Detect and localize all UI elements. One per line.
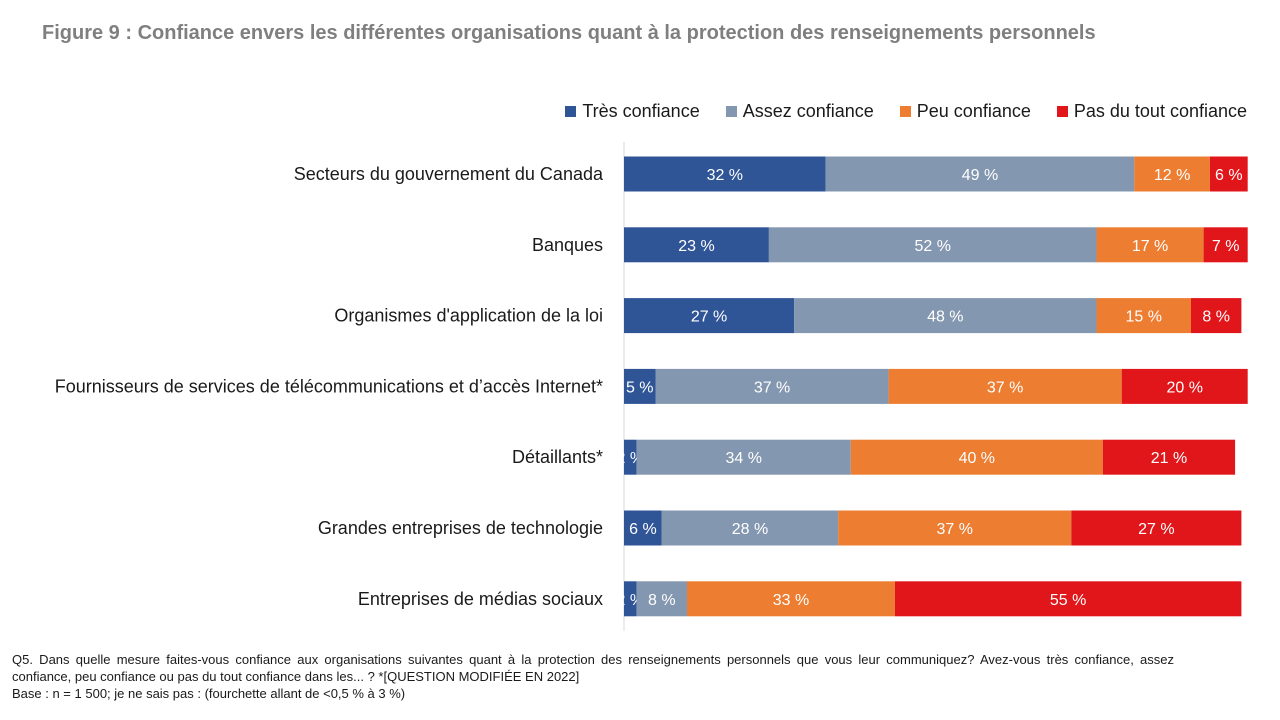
category-label: Fournisseurs de services de télécommunic… [55,376,603,396]
data-label: 21 % [1151,450,1187,467]
legend-label: Peu confiance [916,101,1031,121]
data-label: 6 % [629,521,657,538]
data-label: 32 % [707,167,743,184]
bar-segment [1102,439,1236,475]
category-label: Secteurs du gouvernement du Canada [294,164,604,184]
bar-segment [624,298,795,334]
bar-segment [1191,298,1242,334]
bar-segment [624,227,769,263]
bar-segment [624,439,637,475]
bar-segment [894,581,1242,617]
data-label: 6 % [1215,167,1243,184]
data-label: 37 % [754,379,790,396]
data-label: 15 % [1126,309,1162,326]
data-label: 5 % [626,379,654,396]
bar-segment [655,368,889,404]
legend-item-1: Assez confiance [725,101,874,122]
data-label: 20 % [1166,379,1202,396]
data-label: 28 % [732,521,768,538]
bar-segment [838,510,1072,546]
legend-item-2: Peu confiance [899,101,1031,122]
bar-segment [624,156,826,192]
bar-segment [687,581,895,617]
legend-swatch [565,106,577,117]
bar-segment [1121,368,1248,404]
data-label: 27 % [1138,521,1174,538]
data-label: 37 % [987,379,1023,396]
bar-segment [850,439,1103,475]
data-label: 34 % [725,450,761,467]
chart-title: Figure 9 : Confiance envers les différen… [42,22,1096,44]
data-label: 7 % [1212,238,1240,255]
legend-item-0: Très confiance [565,101,700,122]
category-label: Organismes d'application de la loi [334,306,603,326]
bar-segment [636,581,687,617]
data-label: 48 % [927,309,963,326]
bar-segment [768,227,1097,263]
category-label: Grandes entreprises de technologie [318,518,603,538]
data-label: 40 % [959,450,995,467]
data-label: 17 % [1132,238,1168,255]
bar-segment [624,510,662,546]
legend-swatch [899,106,911,117]
data-label: 33 % [773,592,809,609]
bar-segment [825,156,1135,192]
data-label: 49 % [962,167,998,184]
bar-segment [1096,298,1191,334]
data-label: 12 % [1154,167,1190,184]
bar-segment [1071,510,1242,546]
bar-segment [1134,156,1210,192]
footnote-base: Base : n = 1 500; je ne sais pas : (four… [12,686,406,701]
footnote-question: Q5. Dans quelle mesure faites-vous confi… [12,652,1174,684]
footnote: Q5. Dans quelle mesure faites-vous confi… [12,651,1174,702]
bar-segment [1209,156,1248,192]
legend-item-3: Pas du tout confiance [1056,101,1247,122]
bar-segment [624,368,656,404]
category-label: Détaillants* [512,447,603,467]
legend-label: Pas du tout confiance [1073,101,1247,121]
data-label: 8 % [648,592,676,609]
category-label: Entreprises de médias sociaux [358,589,603,609]
bar-segment [1203,227,1248,263]
data-label: 55 % [1050,592,1086,609]
bar-segment [794,298,1097,334]
data-label: 37 % [937,521,973,538]
data-label: 23 % [678,238,714,255]
bar-segment [624,581,637,617]
chart-legend: Très confiance Assez confiance Peu confian… [565,101,1247,122]
bar-segment [1096,227,1204,263]
legend-swatch [725,106,737,117]
bar-segment [661,510,839,546]
legend-label: Assez confiance [742,101,874,121]
data-label: 8 % [1202,309,1230,326]
bar-segment [888,368,1122,404]
bar-segment [636,439,851,475]
category-label: Banques [532,235,603,255]
data-label: 52 % [914,238,950,255]
chart-plot-area: Secteurs du gouvernement du Canada 32 % 49… [55,142,1248,631]
legend-swatch [1056,106,1068,117]
legend-label: Très confiance [582,101,700,121]
data-label: 27 % [691,309,727,326]
